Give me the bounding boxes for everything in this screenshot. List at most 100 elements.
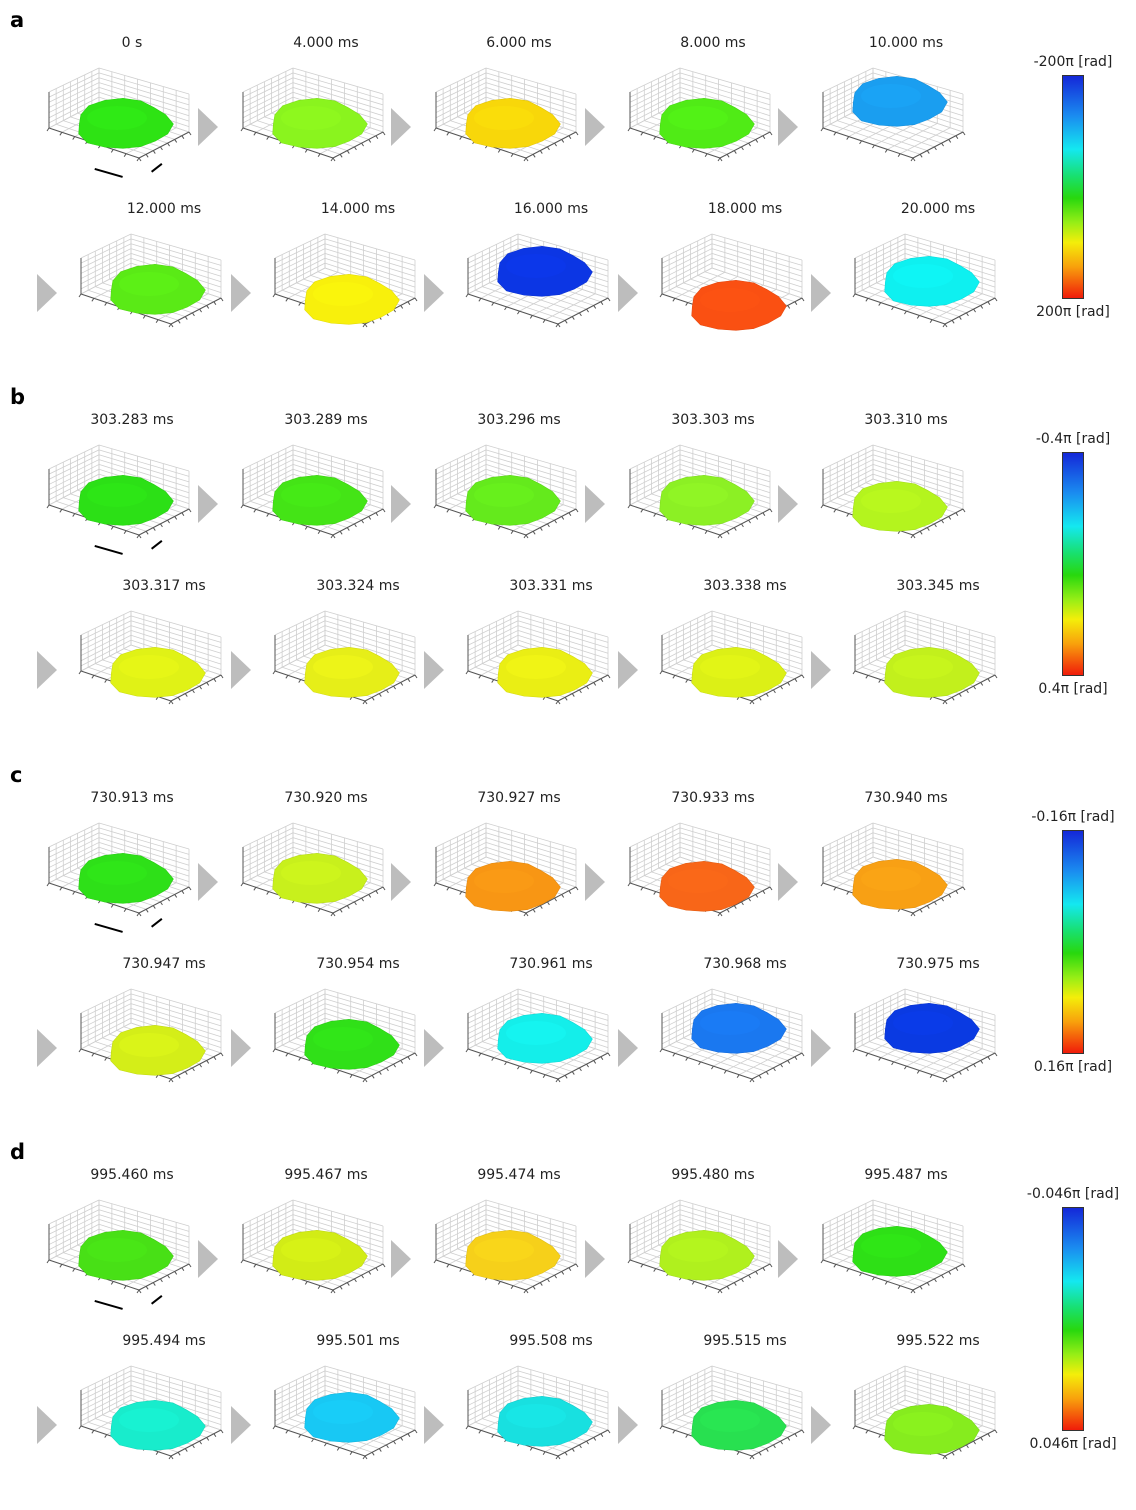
- sequence-arrow-icon: [391, 485, 411, 523]
- frame-time-label: 6.000 ms: [486, 35, 552, 51]
- colorbar-min-label: -200π [rad]: [1033, 54, 1113, 70]
- frame-3d-plot: [433, 444, 579, 539]
- frame-3d-plot: [78, 988, 224, 1083]
- panel-letter: b: [10, 385, 26, 409]
- phase-surface: [304, 1392, 400, 1443]
- colorbar-min-label: -0.16π [rad]: [1031, 809, 1115, 825]
- phase-surface: [272, 98, 368, 149]
- frame-time-label: 730.933 ms: [671, 790, 755, 806]
- frame-3d-plot: [240, 444, 386, 539]
- sequence-arrow-icon: [618, 274, 638, 312]
- phase-surface: [304, 647, 400, 698]
- colorbar-max-label: 0.4π [rad]: [1038, 681, 1108, 697]
- sequence-arrow-icon: [618, 1029, 638, 1067]
- frame-3d-plot: [852, 233, 998, 328]
- sequence-arrow-icon: [231, 1029, 251, 1067]
- sequence-arrow-icon: [198, 1240, 218, 1278]
- frame-time-label: 0 s: [121, 35, 143, 51]
- frame-time-label: 303.324 ms: [316, 578, 400, 594]
- phase-surface: [659, 861, 755, 912]
- phase-surface: [465, 475, 561, 526]
- sequence-arrow-icon: [585, 108, 605, 146]
- frame-3d-plot: [46, 822, 192, 917]
- frame-3d-plot: [820, 822, 966, 917]
- frame-time-label: 995.515 ms: [703, 1333, 787, 1349]
- phase-surface: [78, 98, 174, 149]
- phase-surface: [110, 1025, 206, 1076]
- frame-3d-plot: [820, 1199, 966, 1294]
- frame-time-label: 16.000 ms: [513, 201, 589, 217]
- frame-3d-plot: [627, 444, 773, 539]
- sequence-arrow-icon: [424, 1406, 444, 1444]
- frame-time-label: 995.480 ms: [671, 1167, 755, 1183]
- frame-time-label: 995.467 ms: [284, 1167, 368, 1183]
- frame-time-label: 12.000 ms: [126, 201, 202, 217]
- panel-d: d 995.460 ms 995.467 ms 995.474 ms 995.480 m…: [0, 1140, 1136, 1510]
- sequence-arrow-icon: [231, 651, 251, 689]
- panel-c: c 730.913 ms 730.920 ms 730.927 ms 730.933 m…: [0, 763, 1136, 1133]
- frame-3d-plot: [433, 1199, 579, 1294]
- frame-time-label: 10.000 ms: [868, 35, 944, 51]
- frame-3d-plot: [627, 67, 773, 162]
- phase-surface: [852, 481, 948, 532]
- panel-a: a 0 s 4.000 ms 6.000 ms 8.000 ms 10.000 ms 12.…: [0, 8, 1136, 378]
- sequence-arrow-icon: [37, 651, 57, 689]
- frame-3d-plot: [272, 988, 418, 1083]
- frame-time-label: 303.338 ms: [703, 578, 787, 594]
- frame-3d-plot: [465, 233, 611, 328]
- frame-time-label: 730.954 ms: [316, 956, 400, 972]
- frame-3d-plot: [272, 610, 418, 705]
- frame-3d-plot: [659, 988, 805, 1083]
- phase-surface: [465, 861, 561, 912]
- sequence-arrow-icon: [778, 108, 798, 146]
- colorbar: [1062, 452, 1084, 676]
- frame-3d-plot: [820, 67, 966, 162]
- phase-surface: [691, 1400, 787, 1451]
- frame-time-label: 995.522 ms: [896, 1333, 980, 1349]
- frame-3d-plot: [272, 1365, 418, 1460]
- frame-3d-plot: [78, 233, 224, 328]
- colorbar-max-label: 0.16π [rad]: [1033, 1059, 1113, 1075]
- frame-3d-plot: [820, 444, 966, 539]
- sequence-arrow-icon: [618, 651, 638, 689]
- phase-surface: [659, 475, 755, 526]
- sequence-arrow-icon: [811, 651, 831, 689]
- frame-time-label: 730.913 ms: [90, 790, 174, 806]
- phase-surface: [497, 647, 593, 698]
- phase-surface: [852, 1226, 948, 1277]
- frame-3d-plot: [465, 1365, 611, 1460]
- sequence-arrow-icon: [424, 651, 444, 689]
- phase-surface: [78, 475, 174, 526]
- phase-surface: [465, 1230, 561, 1281]
- sequence-arrow-icon: [585, 863, 605, 901]
- sequence-arrow-icon: [618, 1406, 638, 1444]
- frame-3d-plot: [272, 233, 418, 328]
- sequence-arrow-icon: [424, 1029, 444, 1067]
- colorbar: [1062, 830, 1084, 1054]
- phase-surface: [272, 475, 368, 526]
- frame-time-label: 303.303 ms: [671, 412, 755, 428]
- phase-surface: [852, 76, 948, 127]
- phase-surface: [465, 98, 561, 149]
- phase-surface: [691, 647, 787, 698]
- frame-time-label: 8.000 ms: [680, 35, 746, 51]
- colorbar: [1062, 75, 1084, 299]
- panel-letter: a: [10, 8, 25, 32]
- sequence-arrow-icon: [37, 1029, 57, 1067]
- sequence-arrow-icon: [37, 1406, 57, 1444]
- frame-time-label: 995.460 ms: [90, 1167, 174, 1183]
- frame-time-label: 730.968 ms: [703, 956, 787, 972]
- frame-time-label: 995.508 ms: [509, 1333, 593, 1349]
- frame-time-label: 730.947 ms: [122, 956, 206, 972]
- frame-3d-plot: [852, 610, 998, 705]
- frame-3d-plot: [852, 1365, 998, 1460]
- phase-surface: [110, 647, 206, 698]
- sequence-arrow-icon: [198, 108, 218, 146]
- sequence-arrow-icon: [778, 863, 798, 901]
- sequence-arrow-icon: [811, 1029, 831, 1067]
- phase-surface: [691, 1003, 787, 1054]
- sequence-arrow-icon: [585, 1240, 605, 1278]
- sequence-arrow-icon: [778, 485, 798, 523]
- frame-time-label: 995.474 ms: [477, 1167, 561, 1183]
- phase-surface: [110, 1400, 206, 1451]
